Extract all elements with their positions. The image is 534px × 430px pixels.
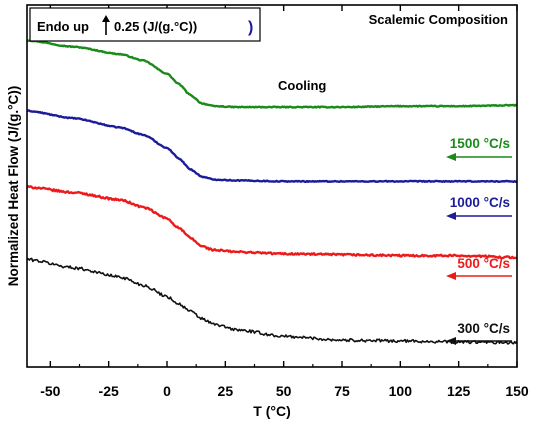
series-label-layer: 1500 °C/s 1000 °C/s 500 °C/s 300 °C/s <box>446 136 512 345</box>
x-tick-label: -50 <box>40 383 60 399</box>
series-label-2: 1000 °C/s <box>450 195 510 210</box>
plot-frame <box>26 4 518 368</box>
y-axis-label: Normalized Heat Flow (J/(g.°C)) <box>6 86 21 286</box>
series-label-3: 500 °C/s <box>457 256 510 271</box>
scale-note-frame <box>29 7 261 42</box>
series-label-4: 300 °C/s <box>457 321 510 336</box>
scale-note-text: Endo up <box>37 19 89 34</box>
x-tick-layer: -50 -25 0 25 50 75 100 125 150 <box>40 5 529 399</box>
condition-annotation: Cooling <box>278 78 326 93</box>
scale-bar-label: 0.25 (J/(g.°C)) <box>114 19 197 34</box>
x-tick-label: 125 <box>447 383 471 399</box>
series-line-4 <box>26 257 518 345</box>
series-label-1: 1500 °C/s <box>450 136 510 151</box>
scale-note-box: Endo up 0.25 (J/(g.°C)) ) <box>29 7 261 42</box>
x-tick-label: 150 <box>505 383 529 399</box>
series-layer <box>26 39 518 345</box>
x-tick-label: 50 <box>276 383 292 399</box>
scale-bar-arrow-icon <box>102 15 110 22</box>
closing-paren-mark: ) <box>248 19 253 36</box>
x-tick-label: 100 <box>389 383 413 399</box>
x-axis-label: T (°C) <box>253 403 290 419</box>
series-line-2 <box>26 109 518 184</box>
x-tick-label: 25 <box>218 383 234 399</box>
left-arrow-icon <box>446 337 456 345</box>
x-tick-label: 0 <box>163 383 171 399</box>
left-arrow-icon <box>446 212 456 220</box>
series-line-1 <box>26 39 518 109</box>
left-arrow-icon <box>446 153 456 161</box>
x-tick-label: -25 <box>99 383 119 399</box>
series-line-3 <box>26 185 518 260</box>
axes-layer <box>26 4 518 368</box>
chart-title: Scalemic Composition <box>369 12 508 27</box>
left-arrow-icon <box>446 272 456 280</box>
x-tick-label: 75 <box>334 383 350 399</box>
